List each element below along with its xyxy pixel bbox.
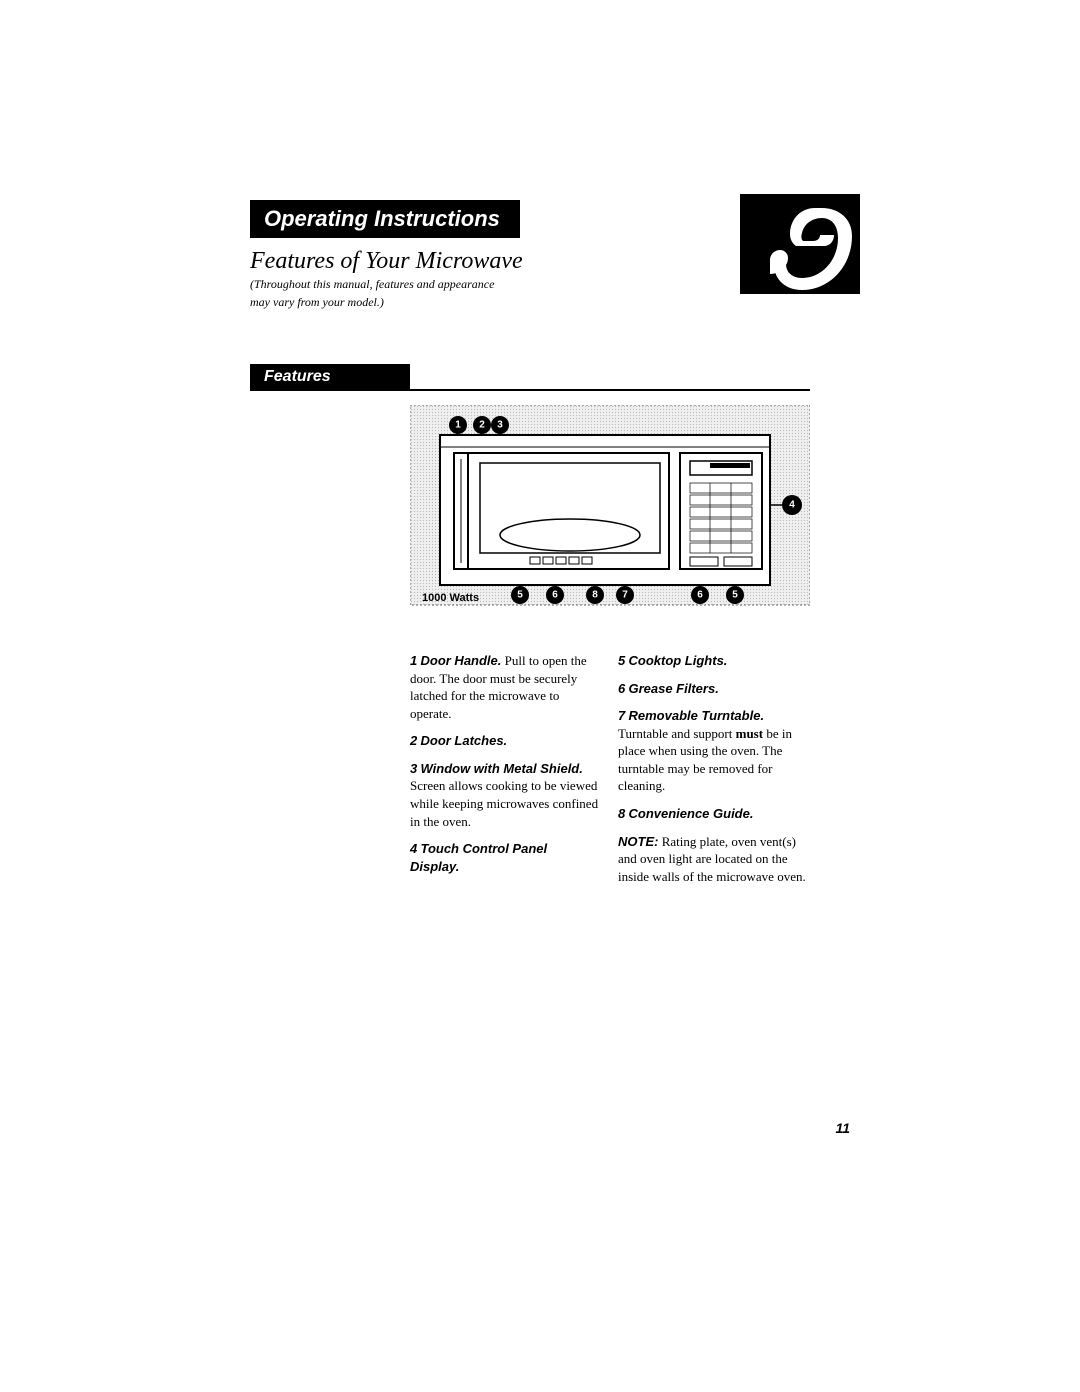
svg-text:5: 5	[732, 590, 738, 601]
svg-text:7: 7	[622, 590, 628, 601]
section-title: Operating Instructions	[250, 200, 520, 238]
item-number: 2	[410, 733, 417, 748]
list-item: 3 Window with Metal Shield. Screen allow…	[410, 760, 600, 830]
item-label: Window with Metal Shield.	[420, 761, 582, 776]
note-lead: NOTE:	[618, 834, 658, 849]
svg-text:3: 3	[497, 420, 503, 431]
feature-list-right: 5 Cooktop Lights. 6 Grease Filters. 7 Re…	[618, 652, 808, 885]
item-label: Door Handle.	[420, 653, 501, 668]
svg-text:2: 2	[479, 420, 485, 431]
svg-text:1: 1	[455, 420, 461, 431]
features-heading: Features	[250, 364, 410, 390]
item-number: 6	[618, 681, 625, 696]
list-item: 5 Cooktop Lights.	[618, 652, 808, 670]
item-label: Cooktop Lights.	[628, 653, 727, 668]
svg-text:8: 8	[592, 590, 598, 601]
item-desc: Turntable and support must be in place w…	[618, 726, 792, 794]
item-label: Touch Control Panel Display.	[410, 841, 547, 874]
svg-text:4: 4	[789, 500, 795, 511]
item-label: Grease Filters.	[628, 681, 718, 696]
note-text: NOTE: Rating plate, oven vent(s) and ove…	[618, 833, 808, 886]
brand-logo	[740, 194, 860, 294]
item-number: 8	[618, 806, 625, 821]
list-item: 7 Removable Turntable. Turntable and sup…	[618, 707, 808, 795]
item-number: 5	[618, 653, 625, 668]
list-item: 8 Convenience Guide.	[618, 805, 808, 823]
svg-text:6: 6	[697, 590, 703, 601]
microwave-diagram: 1 2 3 4 5 6 8 7 6 5 1000 Watts	[410, 405, 810, 630]
item-desc: Screen allows cooking to be viewed while…	[410, 778, 598, 828]
item-number: 7	[618, 708, 625, 723]
list-item: 4 Touch Control Panel Display.	[410, 840, 600, 875]
page-number: 11	[835, 1120, 850, 1136]
list-item: 1 Door Handle. Pull to open the door. Th…	[410, 652, 600, 722]
page-subtitle-2: may vary from your model.)	[250, 295, 850, 311]
item-number: 3	[410, 761, 417, 776]
item-label: Door Latches.	[420, 733, 507, 748]
list-item: 2 Door Latches.	[410, 732, 600, 750]
item-label: Removable Turntable.	[628, 708, 764, 723]
item-number: 4	[410, 841, 417, 856]
svg-text:5: 5	[517, 590, 523, 601]
feature-list-left: 1 Door Handle. Pull to open the door. Th…	[410, 652, 600, 885]
item-label: Convenience Guide.	[628, 806, 753, 821]
item-number: 1	[410, 653, 417, 668]
list-item: 6 Grease Filters.	[618, 680, 808, 698]
svg-text:6: 6	[552, 590, 558, 601]
wattage-label: 1000 Watts	[422, 592, 479, 604]
